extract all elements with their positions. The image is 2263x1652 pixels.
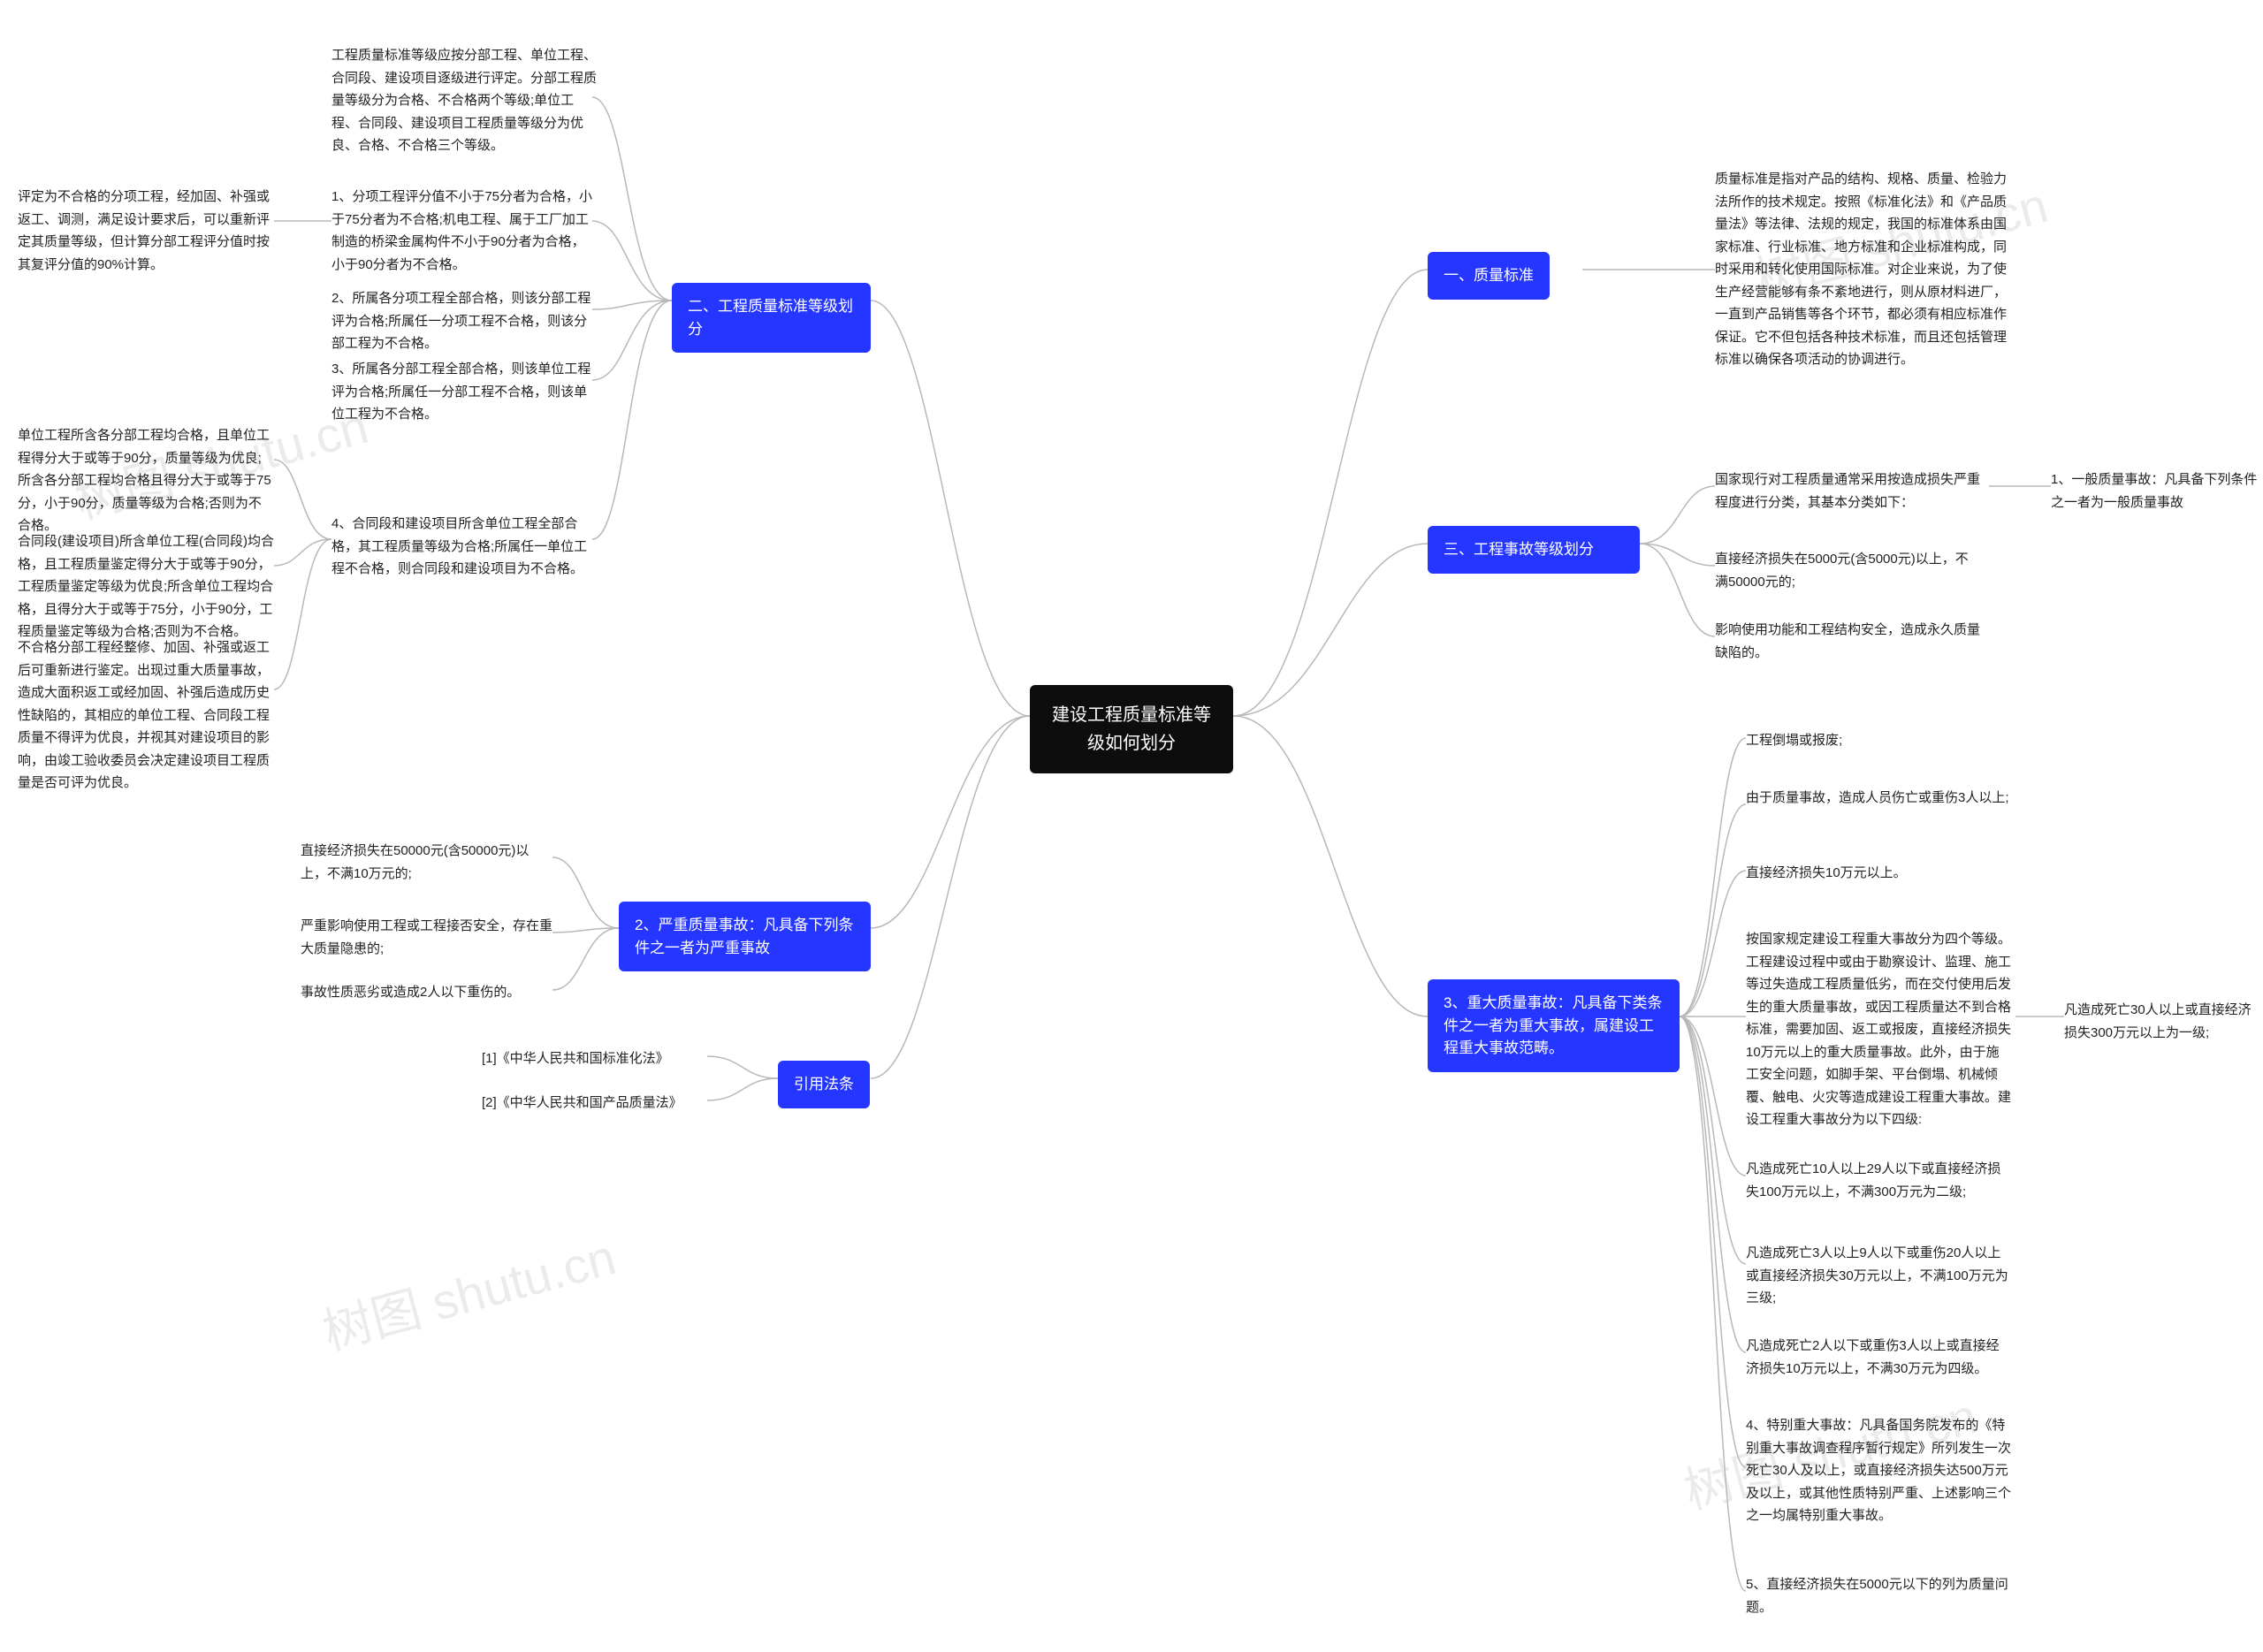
leaf-ref-1: [1]《中华人民共和国标准化法》 [482, 1047, 669, 1070]
branch-accident-level: 三、工程事故等级划分 [1428, 526, 1640, 574]
leaf-item-1: 1、分项工程评分值不小于75分者为合格，小于75分者为不合格;机电工程、属于工厂… [331, 186, 597, 276]
leaf-severe-1: 直接经济损失在50000元(含50000元)以上，不满10万元的; [301, 840, 552, 885]
root-node: 建设工程质量标准等级如何划分 [1030, 685, 1233, 773]
leaf-special-major: 4、特别重大事故：凡具备国务院发布的《特别重大事故调查程序暂行规定》所列发生一次… [1746, 1414, 2011, 1527]
leaf-loss-5000: 直接经济损失在5000元(含5000元)以上，不满50000元的; [1715, 548, 1980, 593]
leaf-quality-standard-desc: 质量标准是指对产品的结构、规格、质量、检验力法所作的技术规定。按照《标准化法》和… [1715, 168, 2007, 371]
leaf-accident-classify: 国家现行对工程质量通常采用按造成损失严重程度进行分类，其基本分类如下： [1715, 468, 1980, 514]
branch-severe-accident: 2、严重质量事故：凡具备下列条件之一者为严重事故 [619, 902, 871, 971]
branch-references: 引用法条 [778, 1061, 870, 1108]
leaf-level-1: 凡造成死亡30人以上或直接经济损失300万元以上为一级; [2064, 999, 2263, 1044]
leaf-casualty: 由于质量事故，造成人员伤亡或重伤3人以上; [1746, 787, 2009, 810]
leaf-severe-3: 事故性质恶劣或造成2人以下重伤的。 [301, 981, 520, 1004]
leaf-item-4-sub2: 合同段(建设项目)所含单位工程(合同段)均合格，且工程质量鉴定得分大于或等于90… [18, 530, 274, 643]
leaf-level-3: 凡造成死亡3人以上9人以下或重伤20人以上或直接经济损失30万元以上，不满100… [1746, 1242, 2011, 1310]
leaf-quality-issue: 5、直接经济损失在5000元以下的列为质量问题。 [1746, 1573, 2011, 1618]
leaf-ref-2: [2]《中华人民共和国产品质量法》 [482, 1092, 682, 1115]
leaf-general-accident: 1、一般质量事故：凡具备下列条件之一者为一般质量事故 [2051, 468, 2263, 514]
leaf-level-overview: 工程质量标准等级应按分部工程、单位工程、合同段、建设项目逐级进行评定。分部工程质… [331, 44, 597, 157]
watermark: 树图 shutu.cn [314, 1217, 622, 1364]
leaf-item-1-sub: 评定为不合格的分项工程，经加固、补强或返工、调测，满足设计要求后，可以重新评定其… [18, 186, 274, 276]
leaf-severe-2: 严重影响使用工程或工程接否安全，存在重大质量隐患的; [301, 915, 552, 960]
leaf-item-3: 3、所属各分部工程全部合格，则该单位工程评为合格;所属任一分部工程不合格，则该单… [331, 358, 597, 426]
leaf-level-2: 凡造成死亡10人以上29人以下或直接经济损失100万元以上，不满300万元为二级… [1746, 1158, 2011, 1203]
leaf-loss-100k: 直接经济损失10万元以上。 [1746, 862, 1907, 885]
leaf-item-4-sub1: 单位工程所含各分部工程均合格，且单位工程得分大于或等于90分，质量等级为优良;所… [18, 424, 274, 537]
leaf-level-4: 凡造成死亡2人以下或重伤3人以上或直接经济损失10万元以上，不满30万元为四级。 [1746, 1335, 2011, 1380]
leaf-item-4: 4、合同段和建设项目所含单位工程全部合格，其工程质量等级为合格;所属任一单位工程… [331, 513, 597, 581]
branch-quality-level: 二、工程质量标准等级划分 [672, 283, 871, 353]
leaf-item-4-sub3: 不合格分部工程经整修、加固、补强或返工后可重新进行鉴定。出现过重大质量事故，造成… [18, 636, 274, 795]
branch-quality-standard: 一、质量标准 [1428, 252, 1550, 300]
leaf-permanent-defect: 影响使用功能和工程结构安全，造成永久质量缺陷的。 [1715, 619, 1980, 664]
leaf-item-2: 2、所属各分项工程全部合格，则该分部工程评为合格;所属任一分项工程不合格，则该分… [331, 287, 597, 355]
branch-major-accident: 3、重大质量事故：凡具备下类条件之一者为重大事故，属建设工程重大事故范畴。 [1428, 979, 1680, 1072]
leaf-four-levels: 按国家规定建设工程重大事故分为四个等级。工程建设过程中或由于勘察设计、监理、施工… [1746, 928, 2011, 1131]
leaf-collapse: 工程倒塌或报废; [1746, 729, 1842, 752]
